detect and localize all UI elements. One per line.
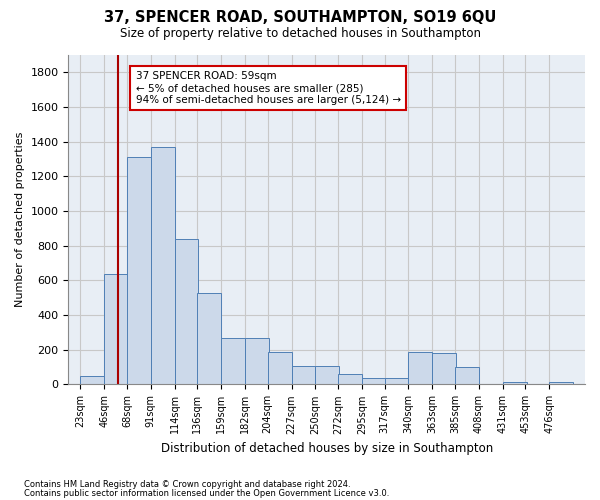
Bar (268, 352, 292, 384)
Y-axis label: Number of detached properties: Number of detached properties (15, 132, 25, 308)
Bar (197, 292, 221, 384)
Text: 37 SPENCER ROAD: 59sqm
← 5% of detached houses are smaller (285)
94% of semi-det: 37 SPENCER ROAD: 59sqm ← 5% of detached … (136, 72, 401, 104)
X-axis label: Distribution of detached houses by size in Southampton: Distribution of detached houses by size … (161, 442, 493, 455)
Bar (175, 239, 199, 384)
Text: Contains public sector information licensed under the Open Government Licence v3: Contains public sector information licen… (24, 489, 389, 498)
Text: Size of property relative to detached houses in Southampton: Size of property relative to detached ho… (119, 28, 481, 40)
Bar (104, 274, 128, 384)
Bar (338, 374, 362, 384)
Bar (549, 382, 573, 384)
Bar (362, 378, 386, 384)
Bar (151, 147, 175, 384)
Text: Contains HM Land Registry data © Crown copyright and database right 2024.: Contains HM Land Registry data © Crown c… (24, 480, 350, 489)
Bar (385, 378, 409, 384)
Bar (503, 382, 527, 384)
Bar (455, 367, 479, 384)
Text: 37, SPENCER ROAD, SOUTHAMPTON, SO19 6QU: 37, SPENCER ROAD, SOUTHAMPTON, SO19 6QU (104, 10, 496, 25)
Bar (245, 338, 269, 384)
Bar (316, 366, 339, 384)
Bar (432, 353, 456, 384)
Bar (409, 352, 432, 384)
Bar (221, 338, 245, 384)
Bar (127, 158, 151, 384)
Bar (292, 366, 316, 384)
Bar (80, 376, 104, 384)
